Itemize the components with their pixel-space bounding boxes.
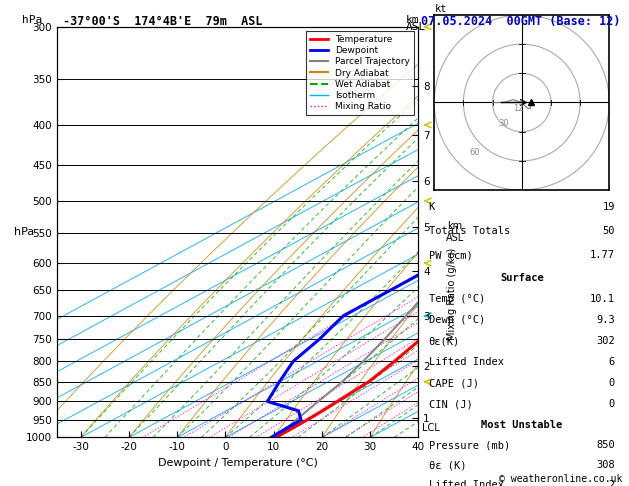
Text: hPa: hPa (14, 227, 34, 237)
Text: Temp (°C): Temp (°C) (428, 294, 485, 304)
Text: θε(K): θε(K) (428, 336, 460, 346)
Text: -37°00'S  174°4B'E  79m  ASL: -37°00'S 174°4B'E 79m ASL (63, 15, 262, 28)
Text: 2: 2 (609, 480, 615, 486)
Text: Dewp (°C): Dewp (°C) (428, 315, 485, 325)
Text: Totals Totals: Totals Totals (428, 226, 510, 236)
Text: 30: 30 (498, 119, 509, 128)
Text: CIN (J): CIN (J) (428, 399, 472, 409)
Text: PW (cm): PW (cm) (428, 250, 472, 260)
Text: LCL: LCL (422, 423, 440, 434)
Text: © weatheronline.co.uk: © weatheronline.co.uk (499, 473, 623, 484)
Text: 850: 850 (596, 440, 615, 450)
Legend: Temperature, Dewpoint, Parcel Trajectory, Dry Adiabat, Wet Adiabat, Isotherm, Mi: Temperature, Dewpoint, Parcel Trajectory… (306, 31, 414, 115)
Text: 0: 0 (609, 378, 615, 388)
Text: 6: 6 (609, 357, 615, 367)
Text: 9.3: 9.3 (596, 315, 615, 325)
Text: Mixing Ratio (g/kg): Mixing Ratio (g/kg) (447, 247, 457, 340)
Text: 10.1: 10.1 (590, 294, 615, 304)
Text: Surface: Surface (500, 273, 543, 282)
Text: 50: 50 (603, 226, 615, 236)
X-axis label: Dewpoint / Temperature (°C): Dewpoint / Temperature (°C) (157, 458, 318, 468)
Text: Lifted Index: Lifted Index (428, 357, 504, 367)
Text: kt: kt (434, 4, 447, 14)
Text: 07.05.2024  00GMT (Base: 12): 07.05.2024 00GMT (Base: 12) (421, 15, 621, 28)
Text: ASL: ASL (406, 22, 426, 32)
Text: 1.77: 1.77 (590, 250, 615, 260)
Text: K: K (428, 202, 435, 212)
Text: Pressure (mb): Pressure (mb) (428, 440, 510, 450)
Text: 60: 60 (469, 148, 480, 157)
Text: Most Unstable: Most Unstable (481, 420, 562, 430)
Text: 19: 19 (603, 202, 615, 212)
Text: km: km (406, 15, 419, 25)
Y-axis label: km
ASL: km ASL (445, 221, 464, 243)
Text: 12: 12 (513, 104, 523, 113)
Text: 308: 308 (596, 460, 615, 470)
Text: CAPE (J): CAPE (J) (428, 378, 479, 388)
Text: hPa: hPa (22, 15, 42, 25)
Text: Lifted Index: Lifted Index (428, 480, 504, 486)
Text: θε (K): θε (K) (428, 460, 466, 470)
Text: 0: 0 (609, 399, 615, 409)
Text: 302: 302 (596, 336, 615, 346)
